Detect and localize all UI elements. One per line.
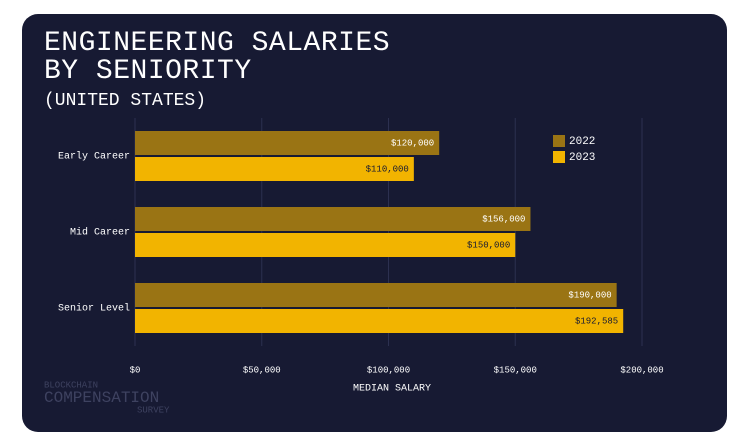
value-label: $192,585: [575, 316, 618, 326]
x-tick-label: $200,000: [620, 365, 663, 375]
x-axis-label: MEDIAN SALARY: [353, 384, 431, 395]
logo-text: BLOCKCHAIN: [44, 380, 98, 390]
chart-subtitle: (UNITED STATES): [44, 91, 207, 111]
y-tick-label: Senior Level: [58, 303, 130, 315]
x-tick-label: $50,000: [243, 365, 281, 375]
logo-text: COMPENSATION: [44, 389, 159, 407]
legend-label: 2023: [569, 152, 595, 164]
value-label: $110,000: [366, 164, 409, 174]
bar: [135, 207, 531, 231]
legend-label: 2022: [569, 136, 595, 148]
x-tick-label: $150,000: [494, 365, 537, 375]
x-tick-label: $100,000: [367, 365, 410, 375]
chart-title: ENGINEERING SALARIES BY SENIORITY: [44, 28, 391, 87]
bar: [135, 283, 617, 307]
bar: [135, 131, 440, 155]
value-label: $156,000: [482, 214, 525, 224]
y-tick-label: Early Career: [58, 151, 130, 163]
x-tick-label: $0: [130, 365, 141, 375]
bar: [135, 233, 516, 257]
legend-swatch: [553, 151, 565, 163]
logo-text: SURVEY: [137, 405, 170, 415]
bar: [135, 157, 414, 181]
y-tick-label: Mid Career: [70, 227, 130, 239]
bar: [135, 309, 624, 333]
value-label: $190,000: [568, 290, 611, 300]
legend-swatch: [553, 135, 565, 147]
value-label: $120,000: [391, 138, 434, 148]
value-label: $150,000: [467, 240, 510, 250]
